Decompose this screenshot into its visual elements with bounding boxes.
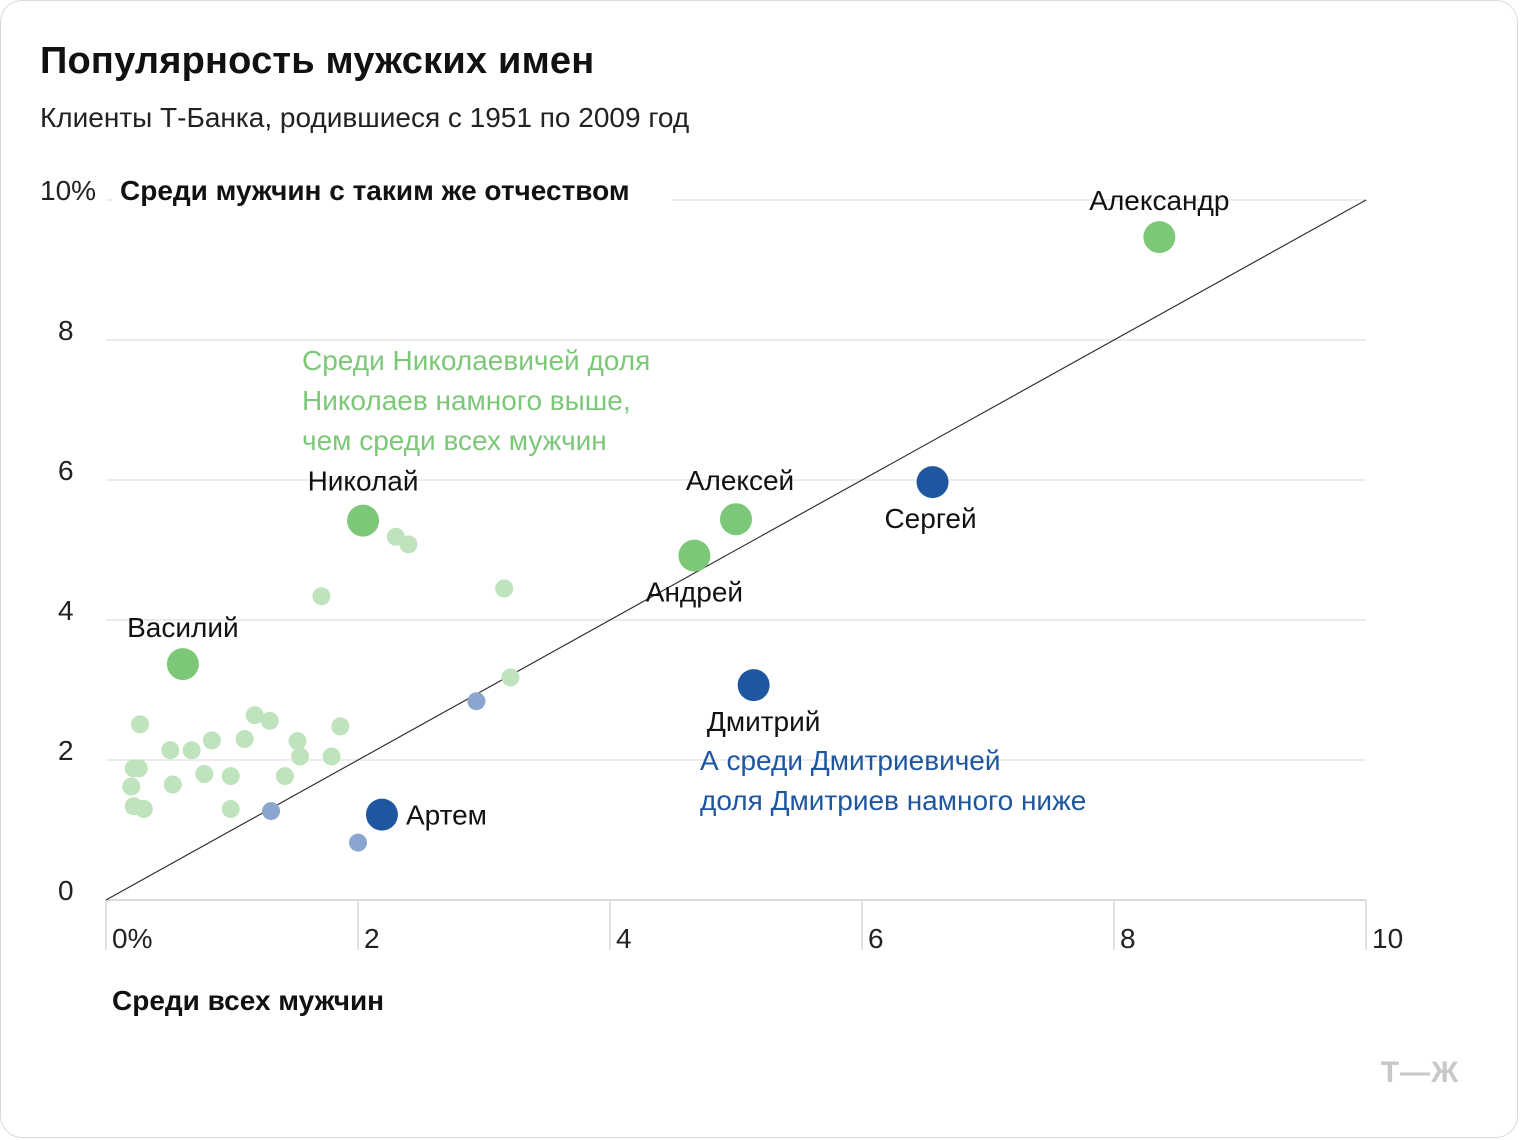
x-tick-label: 0% <box>112 923 152 954</box>
x-tick-label: 10 <box>1372 923 1403 954</box>
data-point <box>161 741 180 760</box>
data-point <box>163 775 182 794</box>
data-point <box>501 668 520 687</box>
data-point <box>349 833 367 852</box>
y-tick-label: 8 <box>58 315 74 346</box>
point-label: Василий <box>127 612 239 643</box>
data-point <box>182 741 201 760</box>
data-point <box>245 706 264 725</box>
x-axis-title: Среди всех мужчин <box>112 985 384 1016</box>
point-label: Артем <box>406 800 487 831</box>
x-tick-label: 2 <box>364 923 380 954</box>
data-point <box>275 767 294 786</box>
y-tick-label: 0 <box>58 875 74 906</box>
data-point <box>322 747 341 766</box>
x-tick-label: 4 <box>616 923 632 954</box>
annotation-line: А среди Дмитриевичей <box>700 745 1001 776</box>
chart-subtitle: Клиенты Т-Банка, родившиеся с 1951 по 20… <box>40 102 690 133</box>
x-tick-label: 8 <box>1120 923 1136 954</box>
data-point <box>221 800 240 818</box>
data-point <box>122 777 141 796</box>
data-point-blue <box>916 466 949 499</box>
chart-title: Популярность мужских имен <box>40 40 595 82</box>
point-label: Дмитрий <box>707 706 821 737</box>
data-point <box>202 731 221 750</box>
y-tick-label: 6 <box>58 455 74 486</box>
data-point <box>467 692 486 711</box>
annotation-line: Николаев намного выше, <box>302 385 631 416</box>
x-axis-ticks: 0% 2 4 6 8 10 <box>105 900 1403 954</box>
annotation-line: чем среди всех мужчин <box>302 425 607 456</box>
point-label: Алексей <box>686 465 794 496</box>
reference-diagonal-line <box>105 199 1367 901</box>
data-point <box>331 717 350 736</box>
point-label: Сергей <box>884 503 976 534</box>
data-point <box>221 767 240 786</box>
data-point-green <box>678 539 711 572</box>
data-point <box>288 732 307 751</box>
grid <box>106 199 1366 901</box>
data-point <box>235 730 254 748</box>
data-point <box>260 711 279 730</box>
y-tick-label: 10% <box>40 175 96 206</box>
data-points <box>122 221 1176 852</box>
data-point <box>134 800 153 818</box>
data-point <box>262 802 281 821</box>
brand-logo: Т—Ж <box>1381 1056 1459 1089</box>
point-label: Николай <box>308 466 419 497</box>
point-label: Андрей <box>646 577 743 608</box>
data-point <box>291 747 310 766</box>
y-axis-title-backdrop <box>112 168 672 212</box>
y-tick-label: 2 <box>58 735 74 766</box>
y-axis-title: Среди мужчин с таким же отчеством <box>120 175 630 206</box>
data-point-blue <box>737 669 770 702</box>
point-labels: Александр Николай Алексей Андрей Сергей Васил… <box>127 185 1229 831</box>
data-point <box>312 587 331 606</box>
annotations: Среди Николаевичей доля Николаев намного … <box>302 345 1086 816</box>
annotation-line: доля Дмитриев намного ниже <box>700 785 1086 816</box>
data-point <box>495 579 514 598</box>
data-point <box>399 535 418 554</box>
data-point-green <box>1143 221 1176 254</box>
data-point <box>131 715 150 734</box>
data-point-green <box>166 648 199 681</box>
data-point-green <box>720 503 752 536</box>
data-point <box>129 759 148 778</box>
data-point-green <box>347 504 380 537</box>
data-point-blue <box>365 798 398 831</box>
annotation-line: Среди Николаевичей доля <box>302 345 650 376</box>
y-tick-label: 4 <box>58 595 74 626</box>
point-label: Александр <box>1089 185 1229 216</box>
x-tick-label: 6 <box>868 923 884 954</box>
data-point <box>195 765 214 783</box>
y-axis-ticks: 0 2 4 6 8 10% <box>40 175 96 906</box>
